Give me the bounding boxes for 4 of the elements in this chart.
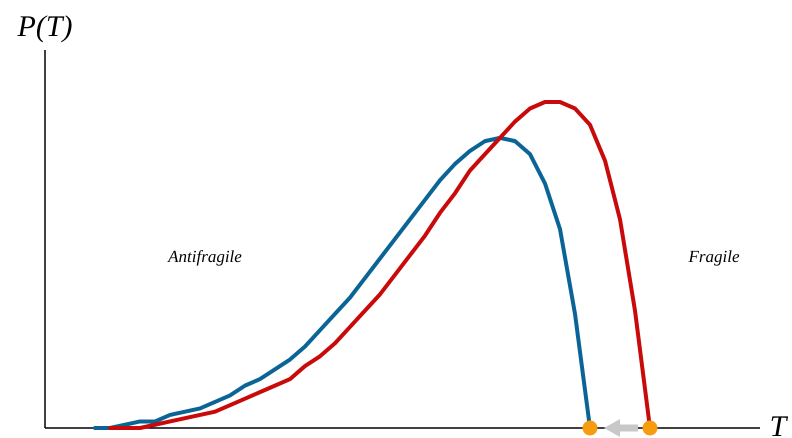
y-axis-title: P(T): [16, 10, 72, 43]
x-axis-title: T: [770, 410, 789, 438]
annotation: Antifragile: [167, 247, 242, 266]
annotation: Fragile: [688, 247, 740, 266]
